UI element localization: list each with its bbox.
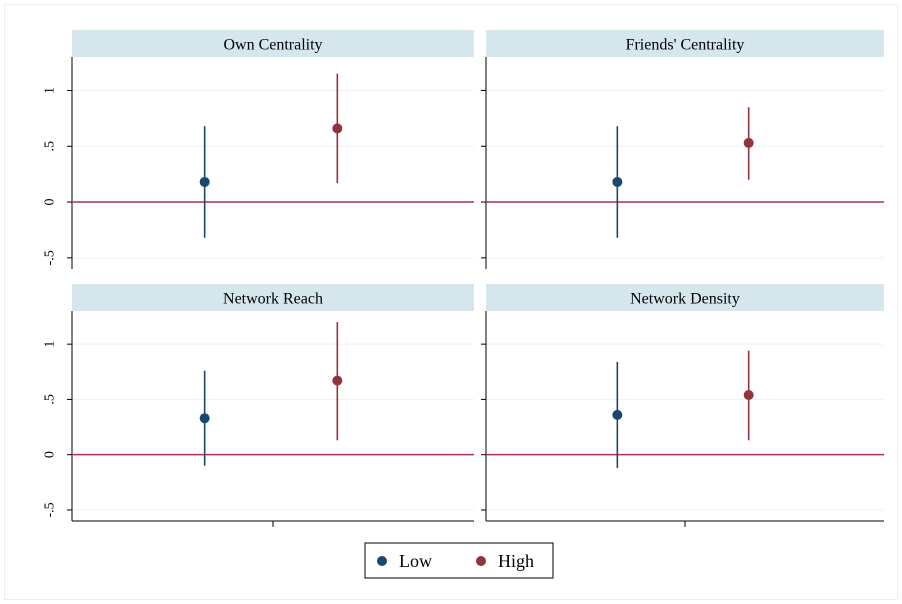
panel-strip	[72, 30, 474, 57]
point-estimate-low	[612, 176, 623, 187]
y-tick-label: 1	[43, 341, 58, 348]
point-estimate-low	[199, 413, 210, 424]
legend-marker-low	[377, 556, 387, 566]
legend: Low High	[364, 542, 554, 579]
y-tick-label: 0	[43, 199, 58, 206]
panel-title: Network Density	[630, 291, 740, 308]
legend-label-low: Low	[399, 551, 432, 571]
legend-label-high: High	[498, 551, 534, 571]
y-tick-label: .5	[43, 141, 58, 152]
legend-box	[364, 542, 554, 579]
panel-strip	[72, 284, 474, 311]
y-tick-label: 0	[43, 451, 58, 458]
point-estimate-high	[332, 375, 343, 386]
y-tick-label: 1	[43, 87, 58, 94]
panel-title: Own Centrality	[223, 37, 322, 54]
panel-1: Friends' Centrality	[481, 30, 884, 269]
panel-title: Friends' Centrality	[626, 37, 745, 54]
figure-border	[4, 4, 898, 600]
panel-2: Network Reach -.5 0 .5 1	[43, 284, 474, 527]
point-estimate-high	[743, 137, 754, 148]
panel-title: Network Reach	[223, 291, 323, 308]
panel-0: Own Centrality -.5 0 .5 1	[43, 30, 474, 269]
legend-marker-high	[476, 556, 486, 566]
point-estimate-high	[332, 123, 343, 134]
panel-strip	[486, 30, 884, 57]
y-tick-label: .5	[43, 394, 58, 405]
point-estimate-high	[743, 390, 754, 400]
panel-strip	[486, 284, 884, 311]
point-estimate-low	[612, 409, 623, 420]
y-tick-label: -.5	[43, 502, 58, 517]
point-estimate-low	[199, 176, 210, 187]
y-tick-label: -.5	[43, 250, 58, 265]
panels: Own Centrality -.5 0 .5 1 Friends' Centrality…	[43, 30, 884, 527]
panel-3: Network Density	[481, 284, 884, 527]
